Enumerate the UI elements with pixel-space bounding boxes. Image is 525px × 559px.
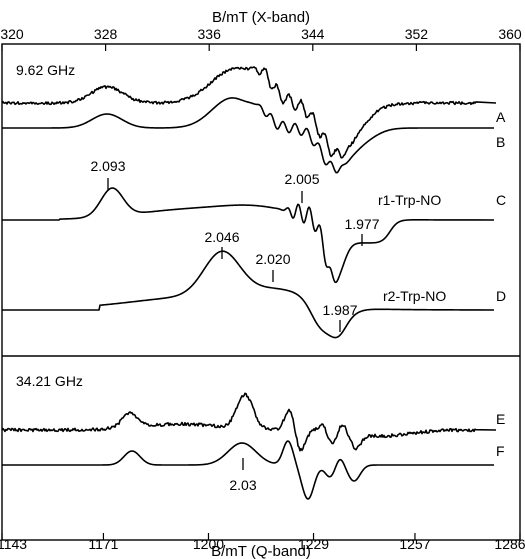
top-axis-tick-label-352: 352 xyxy=(405,26,429,42)
bottom-axis-tick-label-1171: 1171 xyxy=(88,536,118,552)
trace-label-d: D xyxy=(496,288,506,304)
g-value-2-03-label: 2.03 xyxy=(229,477,256,493)
plot-frame xyxy=(1,43,521,541)
trace-label-a: A xyxy=(496,109,506,125)
top-axis-tick-label-328: 328 xyxy=(94,26,118,42)
trace-c-r1-trp-no xyxy=(2,187,495,284)
trace-a-experimental-x-band xyxy=(1,66,497,159)
bottom-axis-tick-label-1200: 1200 xyxy=(193,536,224,552)
g-value-2-020-label: 2.020 xyxy=(255,251,290,267)
trace-label-b: B xyxy=(496,134,505,150)
trace-d-r2-trp-no xyxy=(2,250,495,339)
top-axis-tick-label-344: 344 xyxy=(301,26,325,42)
bottom-axis-ticks: 1143 1171 1200 1229 1257 1286 xyxy=(0,533,525,552)
g-value-2-093-label: 2.093 xyxy=(90,158,125,174)
top-axis-tick-label-360: 360 xyxy=(498,26,522,42)
bottom-axis-tick-label-1286: 1286 xyxy=(494,536,525,552)
top-axis-title: B/mT (X-band) xyxy=(212,9,310,26)
g-value-2-005-label: 2.005 xyxy=(284,171,319,187)
bottom-axis-tick-label-1257: 1257 xyxy=(399,536,430,552)
species-label-r1-trp-no: r1-Trp-NO xyxy=(378,192,441,208)
top-axis-ticks: 320 328 336 344 352 360 xyxy=(0,26,522,51)
bottom-axis-title: B/mT (Q-band) xyxy=(211,543,311,559)
g-value-1-987-label: 1.987 xyxy=(322,302,357,318)
trace-f-simulation-q-band xyxy=(2,440,494,500)
top-axis-tick-label-320: 320 xyxy=(0,26,24,42)
top-axis-tick-label-336: 336 xyxy=(198,26,222,42)
x-band-frequency-label: 9.62 GHz xyxy=(16,62,75,78)
trace-label-e: E xyxy=(496,411,505,427)
g-value-1-977-label: 1.977 xyxy=(344,216,379,232)
trace-label-f: F xyxy=(496,443,505,459)
g-value-2-046-label: 2.046 xyxy=(204,229,239,245)
trace-e-experimental-q-band xyxy=(1,392,497,452)
q-band-frequency-label: 34.21 GHz xyxy=(16,373,83,389)
bottom-axis-tick-label-1143: 1143 xyxy=(0,536,27,552)
trace-label-c: C xyxy=(496,192,506,208)
species-label-r2-trp-no: r2-Trp-NO xyxy=(383,288,446,304)
bottom-axis-tick-label-1229: 1229 xyxy=(298,536,329,552)
trace-b-simulation-x-band xyxy=(2,97,494,174)
